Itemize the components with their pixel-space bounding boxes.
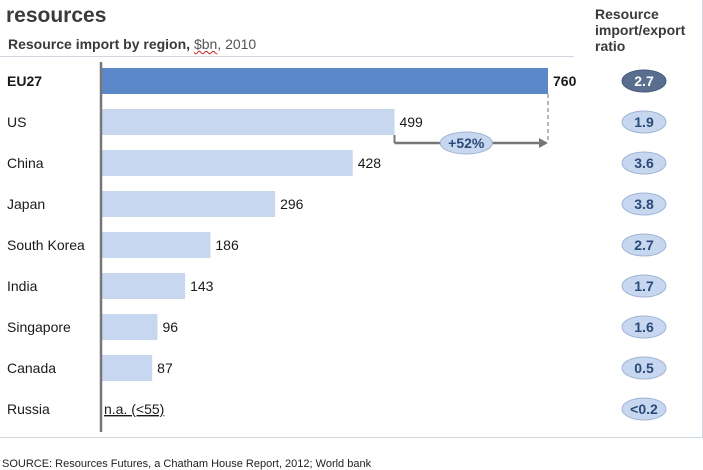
- annotation-label: +52%: [448, 135, 485, 151]
- ratio-pill-canada: [621, 356, 667, 380]
- ratio-pill-us: [621, 110, 667, 134]
- value-label-south-korea: 186: [215, 237, 239, 253]
- value-labels: 760 499 428 296 186 143 96 87 n.a. (<55): [104, 73, 577, 417]
- ratio-pill-china: [621, 151, 667, 175]
- value-label-eu27: 760: [553, 73, 577, 89]
- bar-chart: EU27 US China Japan South Korea India Singapor…: [7, 62, 667, 432]
- subtitle-label: Resource import by region,: [8, 36, 191, 52]
- ratio-value-russia: <0.2: [630, 401, 658, 417]
- ratio-pill-india: [621, 274, 667, 298]
- subtitle-year: , 2010: [217, 36, 257, 52]
- value-label-us: 499: [399, 114, 423, 130]
- category-label-south-korea: South Korea: [7, 237, 85, 253]
- ratio-value-india: 1.7: [634, 278, 654, 294]
- category-label-india: India: [7, 278, 38, 294]
- growth-annotation: +52%: [393, 94, 549, 155]
- value-label-russia: n.a. (<55): [104, 401, 164, 417]
- category-label-china: China: [7, 155, 44, 171]
- footer-rule: [0, 437, 703, 438]
- ratio-value-us: 1.9: [634, 114, 654, 130]
- ratio-pill-japan: [621, 192, 667, 216]
- bar-china: [101, 150, 353, 176]
- bar-india: [101, 273, 186, 299]
- category-label-russia: Russia: [7, 401, 50, 417]
- ratio-column-header: Resource import/export ratio: [595, 6, 686, 54]
- annotation-arrow-head: [539, 138, 548, 148]
- ratio-value-canada: 0.5: [634, 360, 654, 376]
- category-label-singapore: Singapore: [7, 319, 71, 335]
- bars-group: [101, 68, 548, 381]
- ratio-pill-russia: [621, 397, 667, 421]
- category-label-eu27: EU27: [7, 73, 42, 89]
- ratio-value-eu27: 2.7: [634, 73, 654, 89]
- ratio-pills: 2.7 1.9 3.6 3.8 2.7 1.7 1.6 0.5 <0.2: [621, 69, 667, 421]
- bar-canada: [101, 355, 153, 381]
- ratio-value-china: 3.6: [634, 155, 654, 171]
- category-label-us: US: [7, 114, 26, 130]
- ratio-pill-eu27: [621, 69, 667, 93]
- category-labels: EU27 US China Japan South Korea India Singapor…: [7, 73, 85, 417]
- category-label-canada: Canada: [7, 360, 56, 376]
- ratio-pill-south-korea: [621, 233, 667, 257]
- source-note: SOURCE: Resources Futures, a Chatham Hou…: [2, 458, 372, 470]
- bar-singapore: [101, 314, 158, 340]
- value-label-canada: 87: [157, 360, 173, 376]
- chart-title: resources: [6, 4, 107, 27]
- ratio-pill-singapore: [621, 315, 667, 339]
- chart-subtitle: Resource import by region, $bn, 2010: [8, 36, 256, 52]
- ratio-value-japan: 3.8: [634, 196, 654, 212]
- subtitle-unit: $bn: [193, 36, 218, 52]
- subtitle-rule: [0, 56, 574, 57]
- bar-south-korea: [101, 232, 211, 258]
- value-label-india: 143: [190, 278, 214, 294]
- ratio-value-singapore: 1.6: [634, 319, 654, 335]
- value-label-japan: 296: [280, 196, 304, 212]
- annotation-pill: [439, 131, 493, 155]
- ratio-value-south-korea: 2.7: [634, 237, 654, 253]
- value-label-singapore: 96: [162, 319, 178, 335]
- value-label-china: 428: [358, 155, 382, 171]
- bar-us: [101, 109, 395, 135]
- category-label-japan: Japan: [7, 196, 45, 212]
- bar-japan: [101, 191, 276, 217]
- bar-eu27: [101, 68, 548, 94]
